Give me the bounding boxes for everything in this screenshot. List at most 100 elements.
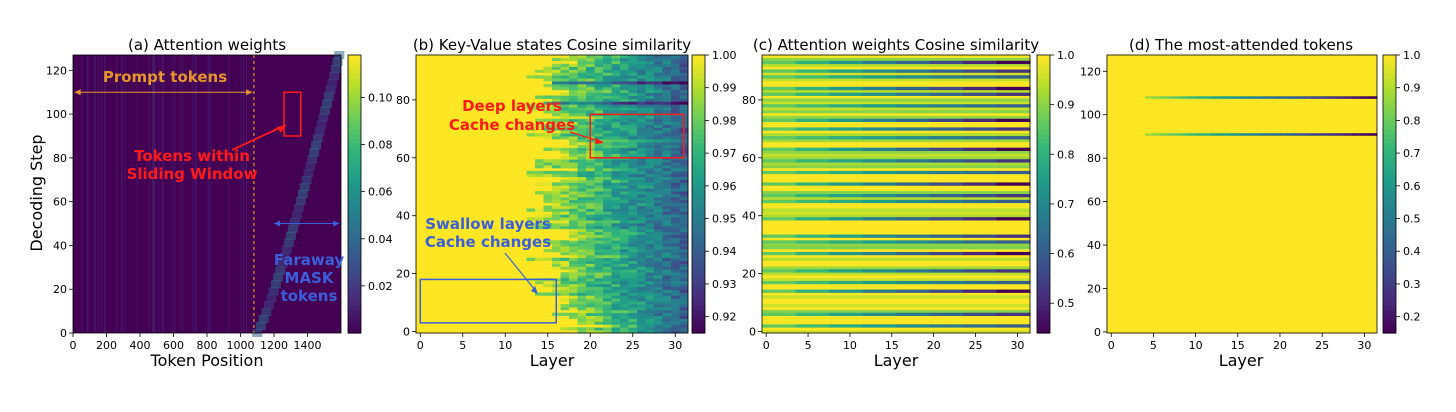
heatmap-cell: [679, 165, 689, 169]
plot-frame: [1106, 54, 1378, 334]
heatmap-cell: [569, 78, 578, 82]
heatmap-cell: [569, 167, 578, 172]
colorbar-segment: [692, 194, 705, 200]
attended-line-segment: [1302, 133, 1312, 136]
heatmap-cell: [569, 115, 578, 120]
deep-layers-box: [589, 113, 685, 159]
heatmap-cell: [679, 60, 689, 65]
heatmap-cell: [526, 170, 536, 175]
heatmap-cell: [586, 191, 595, 195]
dark-row-segment: [896, 86, 930, 91]
dark-row-segment: [862, 234, 897, 238]
heatmap-cell: [586, 275, 595, 279]
attention-diagonal: [314, 127, 325, 136]
colorbar-segment: [692, 129, 705, 135]
heatmap-cell: [569, 89, 578, 94]
heatmap-cell: [603, 321, 612, 325]
panel-a-xlabel: Token Position: [150, 351, 264, 370]
heatmap-cell: [628, 283, 638, 288]
heatmap-cell: [654, 306, 663, 311]
heatmap-cell: [586, 185, 595, 189]
colorbar-segment: [692, 119, 705, 126]
heatmap-cell: [560, 130, 570, 134]
colorbar-tick-label: 0.3: [1403, 278, 1421, 291]
heatmap-cell: [552, 199, 561, 204]
colorbar-tick-label: 0.4: [1403, 245, 1421, 258]
heatmap-cell: [611, 234, 621, 238]
colorbar-segment: [1383, 328, 1396, 334]
heatmap-cell: [628, 60, 638, 65]
heatmap-cell: [637, 159, 646, 163]
heatmap-cell: [577, 147, 587, 151]
heatmap-cell: [577, 301, 587, 305]
heatmap-cell: [620, 295, 629, 299]
heatmap-cell: [569, 263, 578, 267]
heatmap-cell: [577, 69, 587, 73]
heatmap-cell: [662, 104, 672, 108]
heatmap-cell: [543, 222, 553, 227]
dark-row-segment: [963, 170, 997, 175]
heatmap-cell: [637, 211, 646, 215]
colorbar-segment: [1037, 291, 1050, 297]
heatmap-cell: [594, 188, 604, 192]
heatmap-cell: [603, 138, 612, 143]
heatmap-cell: [620, 72, 629, 76]
heatmap-cell: [662, 130, 672, 134]
dark-row-segment: [896, 159, 930, 163]
heatmap-cell: [662, 191, 672, 195]
heatmap-cell: [628, 249, 638, 253]
heatmap-cell: [535, 159, 544, 163]
dark-row-segment: [795, 159, 830, 163]
colorbar-segment: [1383, 92, 1396, 98]
heatmap-cell: [535, 127, 544, 131]
heatmap-cell: [577, 75, 587, 79]
heatmap-cell: [586, 98, 595, 102]
heatmap-cell: [611, 304, 621, 308]
x-tick-label: 15: [541, 339, 555, 352]
heatmap-cell: [569, 211, 578, 215]
heatmap-cell: [603, 101, 612, 105]
heatmap-cell: [594, 63, 604, 67]
colorbar-segment: [348, 309, 361, 316]
heatmap-cell: [671, 182, 680, 186]
dark-row-segment: [896, 92, 930, 96]
heatmap-cell: [535, 173, 544, 178]
dark-row-segment: [963, 312, 997, 317]
heatmap-cell: [611, 231, 621, 235]
heatmap-cell: [620, 257, 629, 262]
heatmap-cell: [586, 75, 595, 79]
heatmap-cell: [628, 309, 638, 314]
heatmap-cell: [560, 159, 570, 163]
dark-row-segment: [762, 118, 796, 123]
heatmap-cell: [671, 69, 680, 73]
heatmap-cell: [543, 124, 553, 128]
heatmap-cell: [611, 147, 621, 151]
heatmap-cell: [628, 263, 638, 267]
heatmap-cell: [620, 86, 629, 91]
heatmap-cell: [577, 72, 587, 76]
heatmap-cell: [662, 83, 672, 88]
heatmap-cell: [671, 78, 680, 82]
heatmap-cell: [662, 246, 672, 250]
heatmap-cell: [543, 104, 553, 108]
heatmap-cell: [662, 185, 672, 189]
heatmap-cell: [594, 83, 604, 88]
heatmap-cell: [645, 222, 655, 227]
heatmap-cell: [594, 55, 604, 59]
x-tick-label: 0: [763, 339, 770, 352]
heatmap-cell: [662, 330, 672, 334]
colorbar-tick-label: 0.6: [1057, 248, 1075, 261]
heatmap-cell: [645, 196, 655, 201]
heatmap-cell: [662, 147, 672, 151]
heatmap-cell: [577, 272, 587, 276]
heatmap-cell: [628, 214, 638, 218]
attention-column: [163, 55, 165, 333]
heatmap-cell: [662, 243, 672, 247]
heatmap-cell: [594, 330, 604, 334]
attention-column: [124, 55, 126, 333]
heatmap-cell: [645, 127, 655, 131]
heatmap-cell: [645, 217, 655, 221]
heatmap-cell: [620, 205, 629, 209]
heatmap-cell: [552, 220, 561, 224]
dark-row-segment: [996, 75, 1031, 79]
